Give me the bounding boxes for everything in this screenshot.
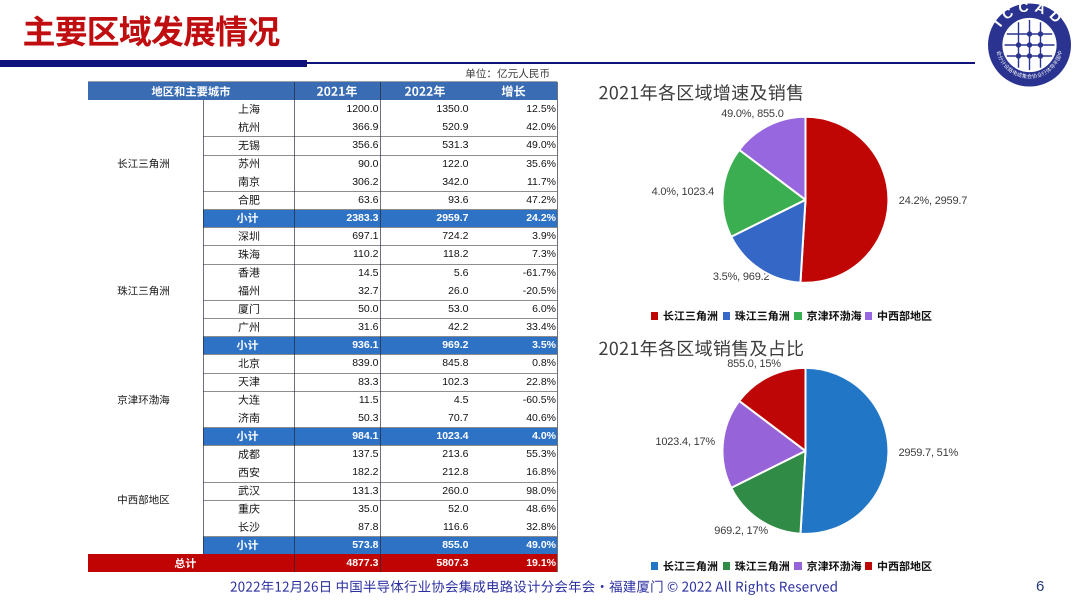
svg-text:ICCAD: ICCAD <box>990 0 1068 30</box>
